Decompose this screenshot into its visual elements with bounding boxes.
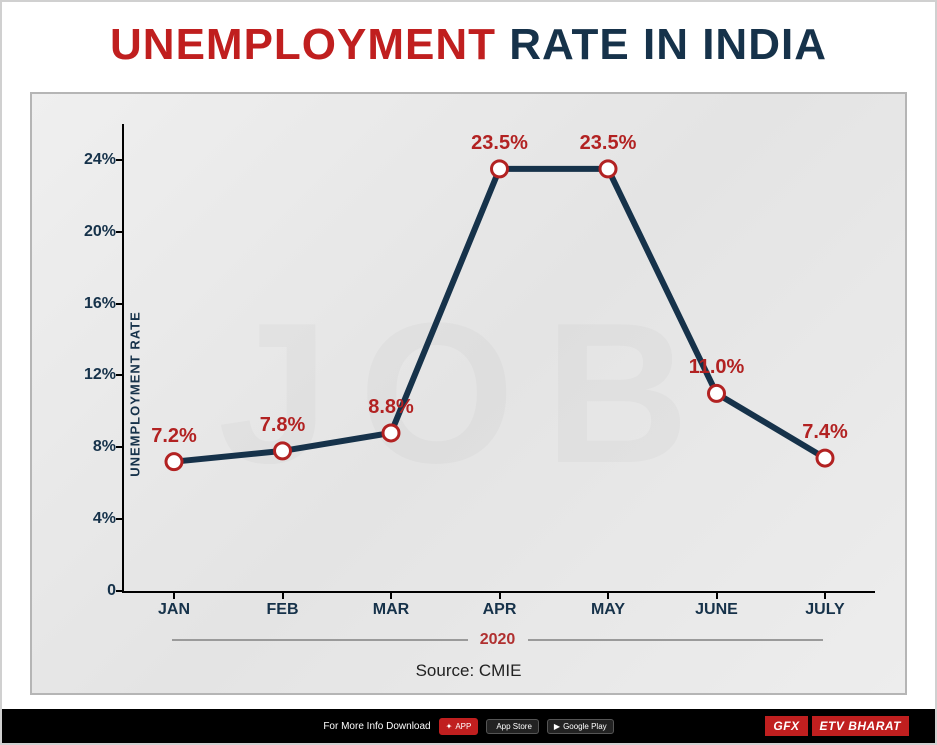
y-tick-mark <box>116 518 124 520</box>
x-tick-label: APR <box>483 601 517 619</box>
data-label: 23.5% <box>580 132 637 155</box>
data-label: 8.8% <box>368 396 414 419</box>
x-tick-label: JUNE <box>695 601 738 619</box>
brand-block: GFX ETV BHARAT <box>765 716 909 736</box>
x-tick-mark <box>824 591 826 599</box>
y-tick-mark <box>116 374 124 376</box>
year-rule-left <box>172 639 468 641</box>
x-tick-mark <box>390 591 392 599</box>
playstore-text: Google Play <box>563 722 607 731</box>
y-tick-label: 16% <box>84 295 116 313</box>
app-badge[interactable]: ✦ APP <box>439 718 479 735</box>
data-marker <box>166 454 182 470</box>
x-tick-label: MAR <box>373 601 409 619</box>
x-tick-mark <box>499 591 501 599</box>
y-tick-mark <box>116 231 124 233</box>
x-tick-label: JULY <box>805 601 844 619</box>
x-tick-mark <box>607 591 609 599</box>
y-tick-label: 24% <box>84 151 116 169</box>
title: UNEMPLOYMENT RATE IN INDIA <box>2 2 935 80</box>
y-tick-label: 12% <box>84 366 116 384</box>
appstore-text: App Store <box>496 722 532 731</box>
year-label: 2020 <box>480 631 516 649</box>
x-tick-mark <box>282 591 284 599</box>
data-label: 11.0% <box>689 356 745 379</box>
main-container: UNEMPLOYMENT RATE IN INDIA JOB UNEMPLOYM… <box>0 0 937 745</box>
data-marker <box>275 443 291 459</box>
title-part2: RATE IN INDIA <box>496 20 827 69</box>
source-label: Source: CMIE <box>416 661 522 681</box>
data-label: 7.4% <box>802 421 848 444</box>
data-marker <box>600 161 616 177</box>
app-icon: ✦ <box>446 722 453 731</box>
x-tick-mark <box>173 591 175 599</box>
y-tick-label: 4% <box>93 510 116 528</box>
y-tick-mark <box>116 159 124 161</box>
play-icon: ▶ <box>554 722 560 731</box>
app-badge-text: APP <box>455 722 471 731</box>
data-marker <box>817 450 833 466</box>
chart-frame: JOB UNEMPLOYMENT RATE 04%8%12%16%20%24%J… <box>30 92 907 695</box>
x-tick-label: FEB <box>267 601 299 619</box>
y-tick-mark <box>116 303 124 305</box>
appstore-badge[interactable]: App Store <box>486 719 539 734</box>
y-tick-mark <box>116 590 124 592</box>
footer-bar: For More Info Download ✦ APP App Store ▶… <box>2 709 935 743</box>
data-marker <box>709 385 725 401</box>
data-marker <box>383 425 399 441</box>
x-tick-label: JAN <box>158 601 190 619</box>
y-tick-mark <box>116 446 124 448</box>
data-label: 7.2% <box>151 425 197 448</box>
y-tick-label: 0 <box>107 582 116 600</box>
title-part1: UNEMPLOYMENT <box>110 20 496 69</box>
data-label: 23.5% <box>471 132 528 155</box>
y-tick-label: 20% <box>84 223 116 241</box>
year-rule-right <box>528 639 824 641</box>
data-marker <box>492 161 508 177</box>
brand-box: ETV BHARAT <box>812 716 909 736</box>
y-tick-label: 8% <box>93 438 116 456</box>
x-tick-label: MAY <box>591 601 625 619</box>
gfx-box: GFX <box>765 716 807 736</box>
line-chart-svg <box>124 124 875 591</box>
footer-download-text: For More Info Download <box>323 721 430 732</box>
data-label: 7.8% <box>260 414 306 437</box>
x-tick-mark <box>716 591 718 599</box>
playstore-badge[interactable]: ▶ Google Play <box>547 719 614 734</box>
plot-area: 04%8%12%16%20%24%JANFEBMARAPRMAYJUNEJULY… <box>122 124 875 593</box>
